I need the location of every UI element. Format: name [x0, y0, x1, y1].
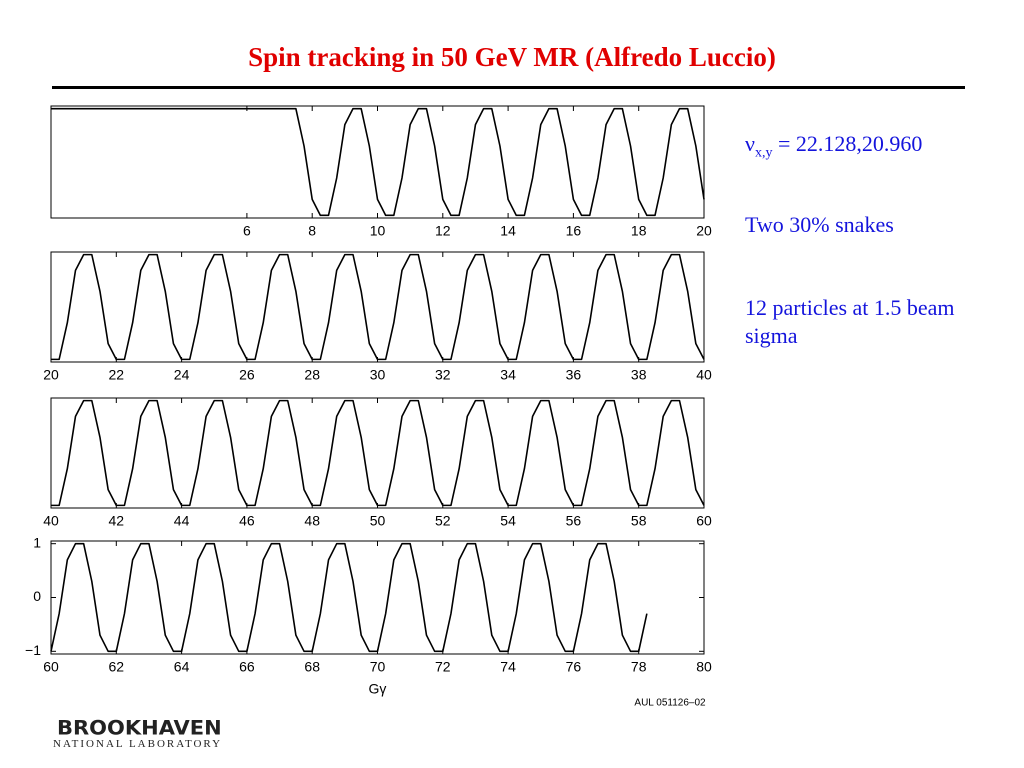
y-tick-label: 1 — [33, 534, 41, 550]
nu-symbol: ν — [745, 131, 755, 156]
slide-title: Spin tracking in 50 GeV MR (Alfredo Lucc… — [248, 42, 776, 72]
plot-frame — [50, 105, 705, 219]
plot-frame — [50, 251, 705, 363]
x-tick-label: 78 — [631, 659, 647, 675]
x-tick-label: 18 — [631, 223, 647, 239]
x-tick-label: 52 — [435, 513, 451, 529]
title-rule — [52, 86, 965, 89]
snakes-note: Two 30% snakes — [745, 212, 894, 237]
x-tick-label: 32 — [435, 367, 451, 383]
x-tick-label: 70 — [370, 659, 386, 675]
x-tick-label: 34 — [500, 367, 516, 383]
x-tick-label: 50 — [370, 513, 386, 529]
plot-frame — [50, 397, 705, 509]
x-tick-label: 44 — [174, 513, 190, 529]
x-tick-label: 28 — [304, 367, 320, 383]
x-tick-label: 22 — [109, 367, 125, 383]
x-tick-label: 38 — [631, 367, 647, 383]
x-tick-label: 58 — [631, 513, 647, 529]
x-tick-label: 16 — [566, 223, 582, 239]
tune-note: νx,y = 22.128,20.960 — [745, 130, 975, 167]
x-tick-label: 68 — [304, 659, 320, 675]
x-tick-label: 6 — [243, 223, 251, 239]
x-tick-label: 12 — [435, 223, 451, 239]
x-tick-label: 62 — [109, 659, 125, 675]
logo-subtitle: NATIONAL LABORATORY — [53, 738, 223, 750]
x-tick-label: 72 — [435, 659, 451, 675]
y-tick-label: 0 — [33, 588, 41, 604]
x-tick-label: 48 — [304, 513, 320, 529]
x-tick-label: 14 — [500, 223, 516, 239]
nu-subscript: x,y — [754, 145, 773, 161]
spin-curve — [51, 253, 705, 361]
logo-name: BROOKHAVEN — [57, 716, 222, 740]
x-tick-label: 54 — [500, 513, 516, 529]
figure-id: AUL 051126–02 — [634, 698, 706, 709]
particles-note: 12 particles at 1.5 beam sigma — [745, 295, 955, 348]
x-tick-label: 60 — [43, 659, 59, 675]
x-tick-label: 36 — [566, 367, 582, 383]
tune-values: = 22.128,20.960 — [777, 131, 923, 156]
x-tick-label: 30 — [370, 367, 386, 383]
x-tick-label: 42 — [109, 513, 125, 529]
spin-curve — [50, 542, 648, 653]
x-tick-label: 64 — [174, 659, 190, 675]
x-tick-label: 26 — [239, 367, 255, 383]
spin-curve — [51, 107, 705, 217]
x-tick-label: 56 — [566, 513, 582, 529]
x-tick-label: 40 — [696, 367, 712, 383]
y-tick-label: −1 — [25, 642, 41, 658]
spin-curve — [51, 399, 705, 507]
x-tick-label: 74 — [500, 659, 516, 675]
x-tick-label: 24 — [174, 367, 190, 383]
x-tick-label: 60 — [696, 513, 712, 529]
plot-frame — [50, 540, 705, 655]
x-tick-label: 20 — [43, 367, 59, 383]
x-tick-label: 10 — [370, 223, 386, 239]
x-tick-label: 80 — [696, 659, 712, 675]
x-tick-label: 20 — [696, 223, 712, 239]
x-tick-label: 8 — [308, 223, 316, 239]
x-tick-label: 46 — [239, 513, 255, 529]
x-tick-label: 66 — [239, 659, 255, 675]
x-axis-label: Gγ — [369, 681, 387, 697]
x-tick-label: 76 — [566, 659, 582, 675]
x-tick-label: 40 — [43, 513, 59, 529]
